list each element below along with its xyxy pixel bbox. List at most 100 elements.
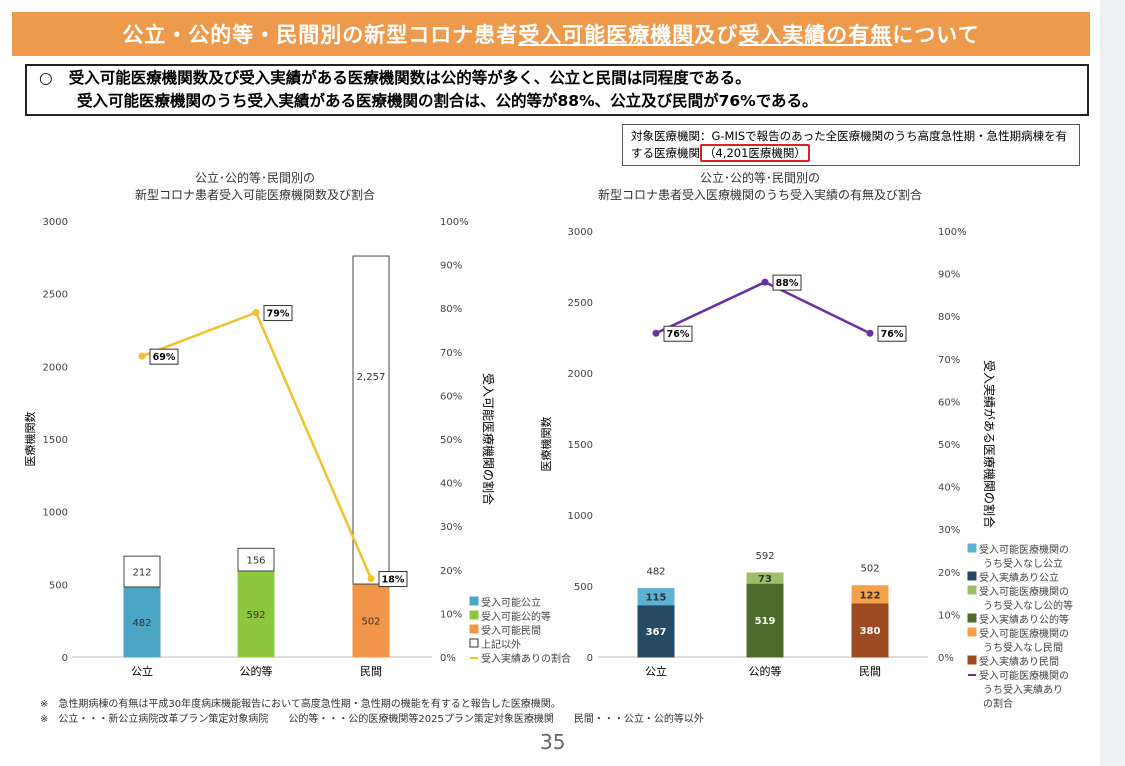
summary-box: ○ 受入可能医療機関数及び受入実績がある医療機関数は公的等が多く、公立と民間は同… <box>25 64 1089 116</box>
y-axis-title: 医療機関数 <box>539 417 553 472</box>
legend-swatch <box>469 596 479 606</box>
line-label: 76% <box>881 329 904 340</box>
line-point <box>652 329 660 337</box>
y2-tick-label: 70% <box>440 348 462 359</box>
title-text: 公立・公的等・民間別の新型コロナ患者 <box>122 23 519 47</box>
legend-label: 受入実績あり公的等 <box>979 613 1069 626</box>
y-axis-title: 医療機関数 <box>23 412 37 467</box>
page-number: 35 <box>540 730 566 754</box>
bar-label: 2,257 <box>357 372 386 383</box>
y2-tick-label: 80% <box>938 312 960 323</box>
y-tick-label: 2500 <box>43 290 68 301</box>
line-label: 69% <box>153 352 176 363</box>
title-line: 新型コロナ患者受入可能医療機関数及び割合 <box>134 188 375 202</box>
bar-label: 367 <box>646 627 667 638</box>
x-tick-label: 民間 <box>859 665 881 678</box>
line-label-box <box>663 325 693 342</box>
legend-label: うち受入なし民間 <box>983 642 1063 654</box>
y-tick-label: 0 <box>587 653 593 664</box>
chart-title-right: 公立･公的等･民間別の 新型コロナ患者受入医療機関のうち受入実績の有無及び割合 <box>560 170 960 204</box>
legend-swatch <box>469 638 479 648</box>
y-tick-label: 1000 <box>568 511 593 522</box>
title-text: について <box>892 23 980 47</box>
summary-line: 受入可能医療機関数及び受入実績がある医療機関数は公的等が多く、公立と民間は同程度… <box>68 69 751 87</box>
legend-label: うち受入なし公立 <box>983 557 1063 570</box>
line-label-box <box>263 305 293 322</box>
y2-tick-label: 30% <box>938 525 960 536</box>
bar-segment <box>123 586 161 658</box>
line-label: 76% <box>667 329 690 340</box>
bar-segment <box>746 572 784 584</box>
legend-swatch <box>469 624 479 634</box>
legend-label: 受入実績ありの割合 <box>481 652 571 665</box>
y-tick-label: 3000 <box>43 217 68 228</box>
y2-axis-title: 受入実績がある医療機関の割合 <box>982 360 997 528</box>
x-tick-label: 公的等 <box>240 664 273 678</box>
y2-tick-label: 20% <box>938 568 960 579</box>
bar-label: 519 <box>755 616 776 627</box>
y2-tick-label: 90% <box>938 270 960 281</box>
line-point <box>866 329 874 337</box>
legend-label: 受入可能医療機関の <box>979 585 1069 598</box>
legend-label: うち受入実績あり <box>983 683 1063 696</box>
x-tick-label: 公立 <box>131 664 153 678</box>
bar-label: 115 <box>646 593 667 604</box>
bar-segment <box>123 555 161 588</box>
legend-label: 受入可能医療機関の <box>979 669 1069 682</box>
bar-segment <box>851 602 889 658</box>
line-label-box <box>378 571 408 588</box>
legend-swatch <box>967 585 977 595</box>
legend-label: 受入実績あり民間 <box>979 655 1059 668</box>
bar-label: 73 <box>758 574 772 585</box>
legend-swatch <box>967 655 977 665</box>
bar-segment <box>851 585 889 604</box>
line-series <box>655 280 871 335</box>
y2-tick-label: 80% <box>440 304 462 315</box>
title-line: 公立･公的等･民間別の <box>194 171 315 185</box>
bar-label: 502 <box>361 617 380 628</box>
line-point <box>761 278 769 286</box>
line-label: 18% <box>382 575 405 586</box>
summary-line: 受入可能医療機関のうち受入実績がある医療機関の割合は、公的等が88%、公立及び民… <box>77 92 818 110</box>
total-label: 502 <box>860 564 879 575</box>
bar-segment <box>746 582 784 658</box>
y2-tick-label: 100% <box>938 227 967 238</box>
y2-tick-label: 10% <box>440 609 462 620</box>
y2-tick-label: 10% <box>938 610 960 621</box>
line-label-box <box>877 325 907 342</box>
legend-label: 受入可能民間 <box>481 624 541 637</box>
bar-label: 122 <box>860 590 881 601</box>
total-label: 482 <box>646 567 665 578</box>
legend-label: 受入可能公的等 <box>481 610 551 623</box>
target-note: 対象医療機関：G-MISで報告のあった全医療機関のうち高度急性期・急性期病棟を有… <box>622 124 1080 166</box>
bar-segment <box>237 547 275 572</box>
bar-segment <box>637 588 675 606</box>
y2-tick-label: 0% <box>440 653 456 664</box>
bar-label: 592 <box>246 610 265 621</box>
y-tick-label: 2000 <box>568 369 593 380</box>
title-underlined: 受入実績の有無 <box>738 23 893 47</box>
y2-axis-title: 受入可能医療機関の割合 <box>481 373 496 505</box>
y2-tick-label: 50% <box>440 435 462 446</box>
y2-tick-label: 20% <box>440 566 462 577</box>
x-tick-label: 公的等 <box>749 664 782 678</box>
title-text: 及び <box>694 23 739 47</box>
y-tick-label: 500 <box>49 580 68 591</box>
legend-label: の割合 <box>983 697 1013 710</box>
y-tick-label: 2000 <box>43 362 68 373</box>
bullet: ○ <box>39 69 53 87</box>
bar-segment <box>637 604 675 658</box>
line-point <box>252 309 260 317</box>
y2-tick-label: 0% <box>938 653 954 664</box>
chart-title-left: 公立･公的等･民間別の新型コロナ患者受入可能医療機関数及び割合 <box>60 170 450 204</box>
line-label-box <box>772 274 802 291</box>
note-highlight: （4,201医療機関） <box>700 144 810 162</box>
line-label-box <box>149 348 179 365</box>
y-tick-label: 1500 <box>568 440 593 451</box>
title-line: 公立･公的等･民間別の <box>699 171 820 185</box>
legend-swatch <box>469 610 479 620</box>
bar-segment <box>352 583 390 658</box>
note-text: 対象医療機関：G-MISで報告のあった全医療機関のうち高度急性期・急性期病棟を有… <box>631 129 1068 160</box>
y-tick-label: 500 <box>574 582 593 593</box>
